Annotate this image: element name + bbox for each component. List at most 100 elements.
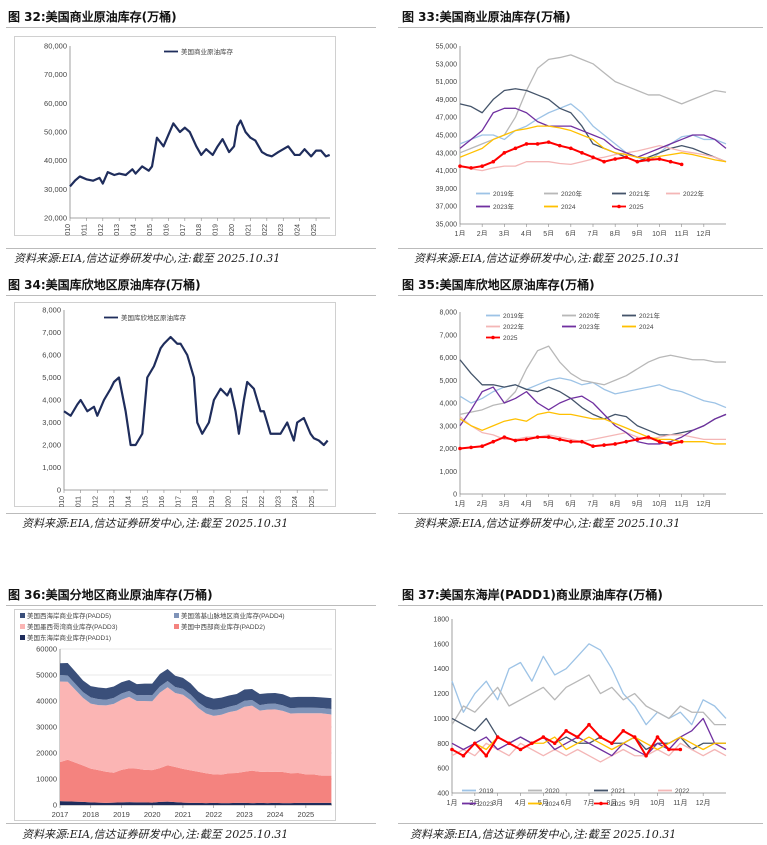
x-tick-label: 2011 — [81, 224, 88, 236]
chart-frame — [14, 302, 336, 507]
series-point — [484, 753, 489, 758]
x-tick-label: 2024 — [267, 810, 284, 819]
y-tick-label: 51,000 — [436, 79, 458, 86]
x-tick-label: 2020 — [229, 224, 236, 236]
x-tick-label: 2014 — [126, 496, 133, 507]
x-tick-label: 8月 — [610, 230, 621, 236]
x-tick-label: 2014 — [131, 224, 138, 236]
legend-label: 2022年 — [503, 322, 524, 331]
legend-label: 2020 — [545, 788, 560, 795]
figure-32-title: 图 32:美国商业原油库存(万桶) — [8, 10, 177, 24]
x-tick-label: 2020 — [144, 810, 161, 819]
area-series-2 — [60, 759, 332, 804]
x-tick-label: 2019 — [213, 224, 220, 236]
series-point — [480, 444, 484, 449]
y-tick-label: 6,000 — [42, 351, 61, 360]
x-tick-label: 6月 — [565, 230, 576, 236]
line-series-1 — [451, 643, 727, 726]
y-tick-label: 1200 — [433, 691, 449, 698]
series-point — [679, 162, 684, 167]
figure-34-title: 图 34:美国库欣地区原油库存(万桶) — [8, 278, 201, 292]
legend-label: 2019年 — [493, 189, 514, 198]
chart-frame — [14, 36, 336, 236]
x-tick-label: 2013 — [114, 224, 121, 236]
x-tick-label: 2021 — [242, 496, 249, 507]
y-tick-label: 55,000 — [436, 44, 458, 51]
x-tick-label: 2018 — [82, 810, 99, 819]
x-tick-label: 2022 — [259, 496, 266, 507]
y-tick-label: 8,000 — [439, 310, 457, 317]
series-point — [557, 437, 562, 442]
x-tick-label: 2016 — [163, 224, 170, 236]
series-point — [458, 446, 462, 451]
x-tick-label: 3月 — [492, 799, 503, 807]
line-series-1 — [459, 103, 727, 163]
series-point — [624, 155, 629, 160]
legend-label: 美国东海岸商业库存(PADD1) — [27, 633, 111, 642]
series-point — [646, 158, 651, 162]
legend-label: 2021年 — [639, 311, 660, 320]
legend-label: 2023年 — [579, 322, 600, 331]
x-tick-label: 7月 — [584, 799, 595, 807]
x-tick-label: 2018 — [196, 224, 203, 236]
line-series-4 — [459, 416, 726, 443]
y-tick-label: 70,000 — [44, 70, 67, 79]
y-tick-label: 600 — [437, 766, 449, 773]
x-tick-label: 5月 — [538, 799, 549, 807]
x-tick-label: 4月 — [521, 500, 532, 507]
x-tick-label: 4月 — [521, 230, 532, 236]
series-point — [657, 439, 662, 444]
x-tick-label: 2月 — [477, 230, 488, 236]
series-point — [535, 435, 540, 439]
legend-label: 2024 — [545, 801, 560, 808]
figure-33-panel: 35,000 37,000 39,000 41,000 43,000 45,000 47,0… — [426, 36, 732, 238]
figure-32-panel: 20,000 30,000 40,000 50,000 60,000 70,000 80,0… — [14, 36, 336, 240]
series-point — [635, 159, 640, 164]
series-point — [575, 735, 580, 739]
figure-36-title: 图 36:美国分地区商业原油库存(万桶) — [8, 588, 213, 602]
y-tick-label: 43,000 — [436, 150, 458, 157]
series-point — [668, 159, 673, 164]
x-tick-label: 2022 — [262, 224, 269, 236]
y-tick-label: 60,000 — [44, 99, 67, 108]
y-tick-label: 400 — [437, 791, 449, 798]
y-tick-label: 39,000 — [436, 186, 458, 193]
legend-label: 2024 — [639, 324, 654, 331]
x-tick-label: 2018 — [192, 496, 199, 507]
legend-label: 2021年 — [629, 189, 650, 198]
y-tick-label: 53,000 — [436, 61, 458, 68]
y-tick-label: 20,000 — [44, 214, 67, 223]
series-point — [469, 166, 473, 170]
series-point — [491, 159, 496, 164]
y-tick-label: 0 — [57, 486, 61, 495]
x-tick-label: 2017 — [52, 810, 69, 819]
series-point — [524, 437, 529, 442]
series-point — [646, 435, 651, 439]
series-point — [541, 735, 546, 739]
x-tick-label: 2月 — [477, 500, 488, 507]
y-tick-label: 4,000 — [439, 401, 457, 408]
figure-34-panel: 0 1,000 2,000 3,000 4,000 5,000 6,000 7,000 8,00… — [14, 302, 336, 512]
legend-label: 美国商业原油库存 — [181, 47, 234, 56]
x-tick-label: 2012 — [92, 496, 99, 507]
figure-37-source: 资料来源:EIA,信达证券研发中心,注:截至 2025.10.31 — [410, 828, 677, 841]
legend-label: 2022 — [675, 788, 690, 795]
y-tick-label: 41,000 — [436, 168, 458, 175]
y-tick-label: 20000 — [36, 749, 57, 758]
x-tick-label: 2025 — [311, 224, 318, 236]
line-series-6 — [459, 125, 727, 163]
x-tick-label: 6月 — [561, 799, 572, 807]
line-series-2 — [459, 345, 726, 416]
x-tick-label: 2023 — [236, 810, 253, 819]
y-tick-label: 47,000 — [436, 115, 458, 122]
y-tick-label: 1000 — [433, 716, 449, 723]
y-tick-label: 1,000 — [439, 469, 457, 476]
legend-swatch — [20, 635, 25, 640]
x-tick-label: 2025 — [298, 810, 315, 819]
y-tick-label: 6,000 — [439, 355, 457, 362]
x-tick-label: 10月 — [652, 230, 667, 236]
legend-label: 美国中西部商业库存(PADD2) — [181, 622, 265, 631]
series-point — [524, 142, 529, 146]
y-tick-label: 80,000 — [44, 42, 67, 51]
series-point — [564, 729, 568, 733]
